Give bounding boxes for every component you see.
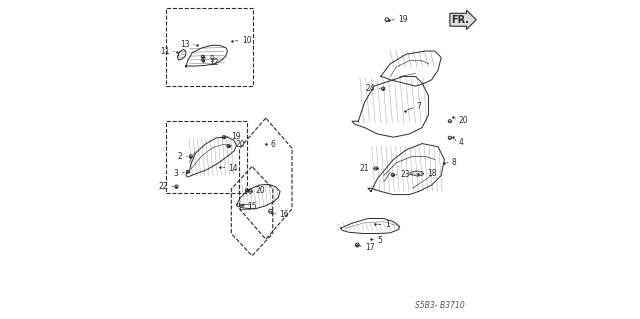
Text: 7: 7	[417, 102, 422, 111]
Text: 21: 21	[360, 164, 369, 173]
Text: 8: 8	[452, 158, 456, 167]
Text: 20: 20	[255, 186, 265, 195]
Text: 23: 23	[401, 170, 410, 179]
Text: 24: 24	[366, 84, 376, 93]
Text: 3: 3	[174, 169, 179, 178]
Text: 6: 6	[271, 140, 275, 149]
Text: 10: 10	[242, 36, 252, 45]
Text: 11: 11	[161, 47, 170, 56]
Text: FR.: FR.	[451, 15, 469, 25]
Text: 1: 1	[385, 220, 390, 229]
Text: 20: 20	[459, 116, 468, 125]
Text: 22: 22	[159, 182, 168, 191]
Text: 14: 14	[228, 164, 238, 173]
Text: 2: 2	[178, 152, 182, 161]
Text: 9: 9	[209, 55, 214, 63]
Text: 16: 16	[280, 210, 289, 219]
Text: 18: 18	[427, 169, 436, 178]
Text: 13: 13	[180, 40, 190, 48]
Text: 19: 19	[398, 15, 408, 24]
Polygon shape	[410, 171, 424, 176]
Text: 15: 15	[248, 202, 257, 211]
Text: 19: 19	[232, 132, 241, 141]
Text: S5B3- B3710: S5B3- B3710	[415, 301, 465, 310]
Text: 5: 5	[378, 236, 383, 245]
Text: 17: 17	[365, 243, 374, 252]
Bar	[166, 8, 253, 86]
Text: 4: 4	[459, 138, 463, 147]
Text: 12: 12	[209, 58, 219, 67]
Bar	[166, 121, 246, 193]
Text: 20: 20	[236, 140, 245, 149]
